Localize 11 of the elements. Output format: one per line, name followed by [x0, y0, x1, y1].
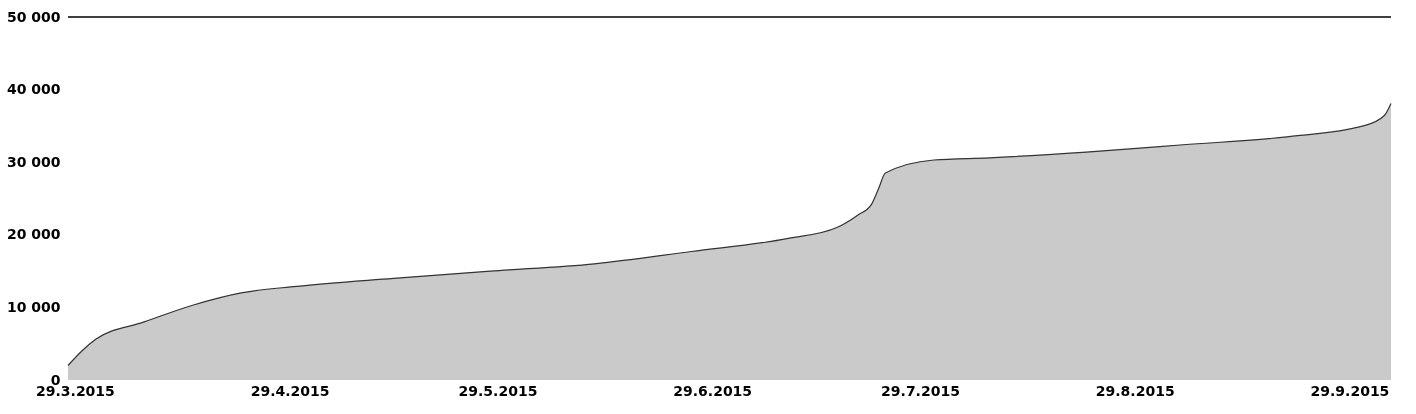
- x-tick-label: 29.4.2015: [250, 382, 330, 399]
- y-tick-label: 30 000: [6, 153, 61, 170]
- y-tick-label: 20 000: [6, 226, 61, 243]
- y-tick-label: 10 000: [6, 298, 61, 315]
- x-tick-label: 29.7.2015: [881, 382, 960, 399]
- x-tick-label: 29.9.2015: [1310, 382, 1390, 399]
- x-tick-label: 29.8.2015: [1095, 382, 1175, 399]
- x-tick-label: 29.5.2015: [458, 382, 538, 399]
- y-tick-label: 40 000: [6, 81, 61, 98]
- y-tick-label: 50 000: [6, 8, 61, 25]
- x-tick-label: 29.6.2015: [673, 382, 753, 399]
